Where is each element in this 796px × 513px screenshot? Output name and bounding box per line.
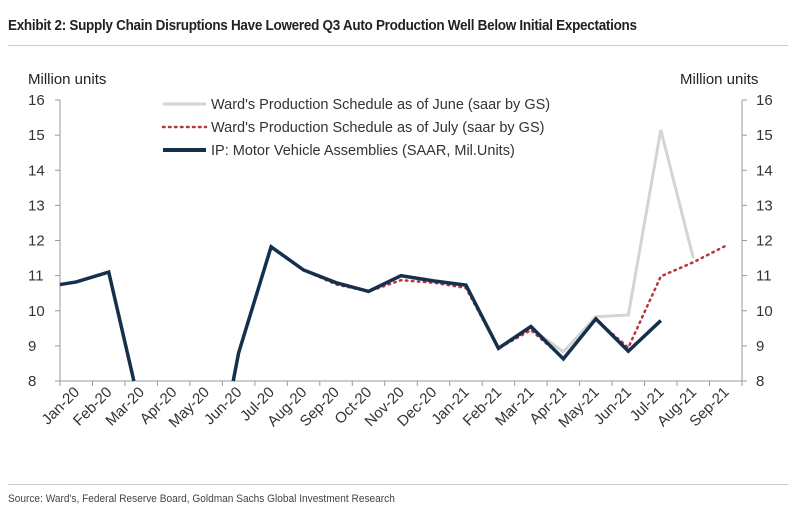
right-axis-label: Million units [680, 71, 758, 88]
left-tick-label: 8 [28, 373, 36, 390]
right-tick-label: 15 [756, 127, 773, 144]
source-divider [8, 484, 788, 485]
series-line-2 [302, 244, 728, 360]
right-tick-label: 9 [756, 338, 764, 355]
right-tick-label: 12 [756, 233, 773, 250]
right-tick-label: 13 [756, 197, 773, 214]
legend-label-1: Ward's Production Schedule as of June (s… [211, 97, 550, 113]
left-axis-label: Million units [28, 71, 106, 88]
right-tick-label: 16 [756, 92, 773, 109]
left-tick-label: 10 [28, 303, 45, 320]
left-tick-label: 16 [28, 92, 45, 109]
legend-label-3: IP: Motor Vehicle Assemblies (SAAR, Mil.… [211, 143, 515, 159]
right-tick-label: 11 [756, 268, 772, 285]
source-note: Source: Ward's, Federal Reserve Board, G… [8, 493, 395, 505]
left-tick-label: 12 [28, 233, 45, 250]
left-tick-label: 9 [28, 338, 36, 355]
right-tick-label: 14 [756, 162, 773, 179]
left-tick-label: 13 [28, 197, 45, 214]
legend-label-2: Ward's Production Schedule as of July (s… [211, 120, 544, 136]
left-tick-label: 11 [28, 268, 44, 285]
x-tick-label: Jun-21 [591, 384, 635, 428]
series-line-3 [59, 243, 663, 382]
series-line-1 [530, 129, 695, 354]
title-divider [8, 45, 788, 46]
x-tick-label: Jun-20 [201, 384, 245, 428]
chart-title: Exhibit 2: Supply Chain Disruptions Have… [8, 18, 637, 34]
left-tick-label: 15 [28, 127, 45, 144]
right-tick-label: 8 [756, 373, 764, 390]
left-tick-label: 14 [28, 162, 45, 179]
right-tick-label: 10 [756, 303, 773, 320]
